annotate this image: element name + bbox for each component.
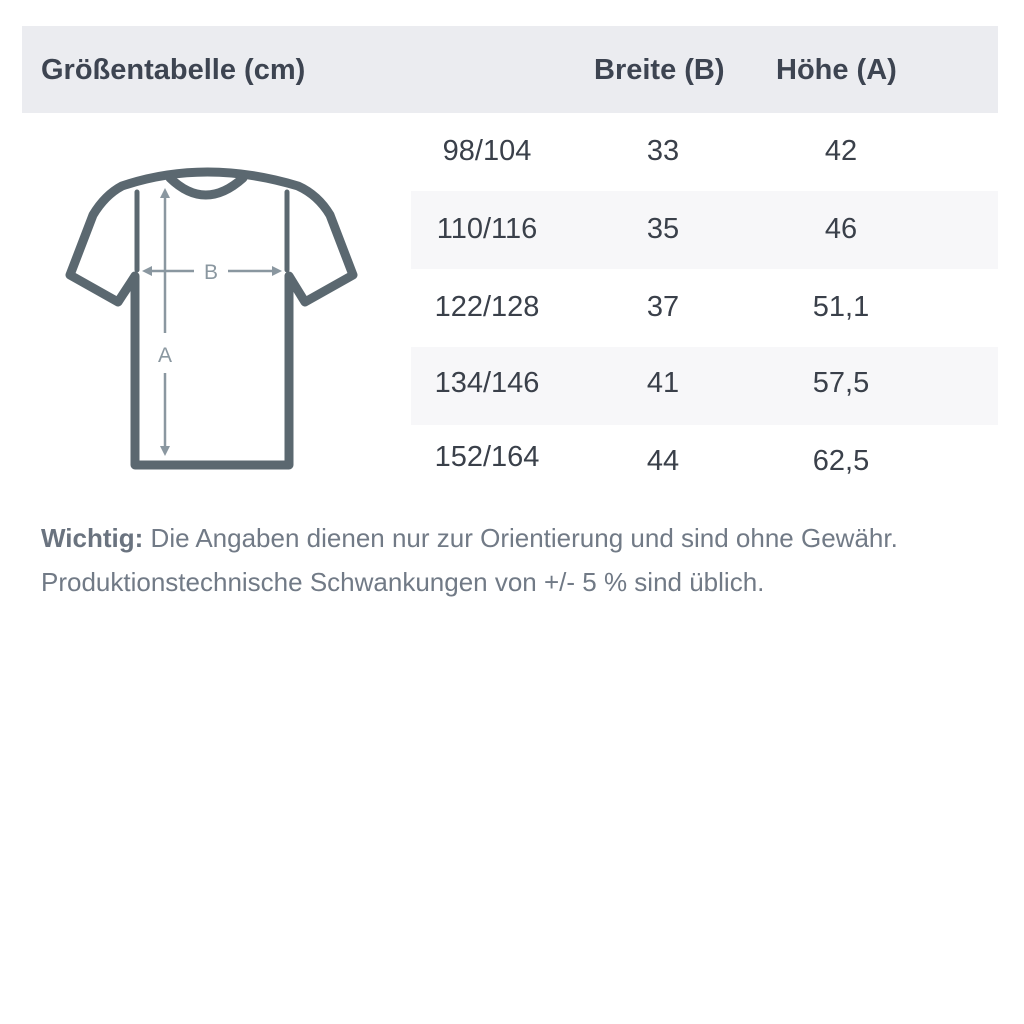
note-label: Wichtig: [41,523,144,553]
note-text-2: Produktionstechnische Schwankungen von +… [41,567,765,597]
cell-width: 37 [646,291,680,323]
label-b: B [204,261,218,284]
cell-size: 122/128 [434,291,540,323]
cell-width: 41 [646,367,680,399]
cell-size: 98/104 [442,135,532,167]
note-text: Die Angaben dienen nur zur Orientierung … [143,523,898,553]
tshirt-diagram-icon: B A [65,167,358,470]
label-a: A [158,344,172,367]
table-row: 122/128 37 51,1 [411,269,998,347]
cell-height: 57,5 [812,367,870,399]
cell-height: 46 [824,213,858,245]
disclaimer-note: Wichtig: Die Angaben dienen nur zur Orie… [41,516,898,604]
cell-width: 33 [646,135,680,167]
cell-size: 152/164 [434,441,540,473]
table-row: 152/164 44 62,5 [411,425,998,503]
table-title: Größentabelle (cm) [41,54,306,86]
cell-width: 44 [646,445,680,477]
cell-height: 42 [824,135,858,167]
table-row: 110/116 35 46 [411,191,998,269]
column-header-height: Höhe (A) [776,54,897,86]
column-header-width: Breite (B) [594,54,725,86]
table-row: 134/146 41 57,5 [411,347,998,425]
cell-size: 134/146 [434,367,540,399]
table-header: Größentabelle (cm) Breite (B) Höhe (A) [22,26,998,113]
cell-height: 62,5 [812,445,870,477]
cell-width: 35 [646,213,680,245]
table-row: 98/104 33 42 [411,113,998,191]
cell-size: 110/116 [436,213,538,245]
cell-height: 51,1 [812,291,870,323]
